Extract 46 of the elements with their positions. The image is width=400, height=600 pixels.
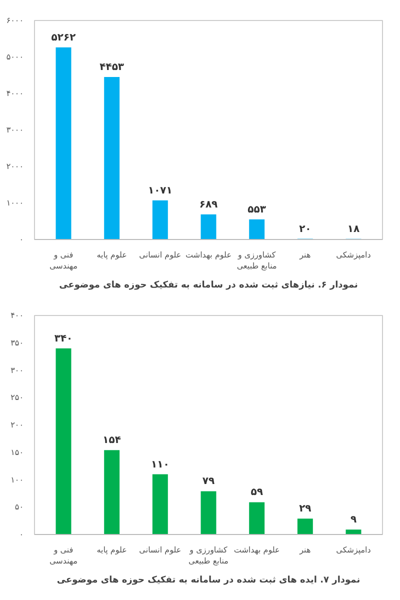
x-tick-label: کشاورزی و منابع طبیعی [188, 546, 228, 566]
data-label: ۲۹ [299, 504, 312, 515]
data-label: ۱۸ [347, 224, 360, 235]
x-tick-label: علوم بهداشت [234, 546, 280, 554]
y-tick-label: ۳۰۰ [10, 366, 24, 375]
y-tick-label: ۰ [19, 530, 24, 539]
y-tick-label: ۵۰ [14, 502, 24, 512]
x-tick-label: علوم پایه [96, 546, 127, 554]
x-tick-label: هنر [298, 546, 311, 554]
data-label: ۴۴۵۳ [100, 62, 124, 73]
x-tick-label: علوم انسانی [139, 250, 182, 260]
y-tick-label: ۱۵۰ [10, 448, 24, 457]
data-label: ۶۸۹ [199, 199, 218, 210]
y-tick-label: ۲۰۰ [10, 420, 24, 430]
x-tick-label: علوم بهداشت [186, 250, 232, 260]
data-label: ۳۴۰ [54, 333, 73, 344]
x-tick-label: علوم انسانی [139, 546, 182, 554]
data-label: ۷۹ [202, 476, 215, 488]
y-tick-label: ۶۰۰۰ [6, 16, 24, 25]
y-tick-label: ۱۰۰۰ [6, 198, 24, 208]
data-label: ۱۵۴ [102, 435, 121, 446]
y-tick-label: ۴۰۰ [10, 311, 24, 320]
x-tick-label: دامپزشکی [336, 250, 372, 260]
y-tick-label: ۲۵۰ [10, 393, 24, 402]
x-tick-label: دامپزشکی [336, 546, 372, 554]
x-tick-label: فنی و مهندسی [50, 546, 78, 566]
x-tick-label: هنر [298, 250, 311, 260]
data-label: ۵۲۶۲ [51, 32, 76, 44]
y-tick-label: ۲۰۰۰ [6, 162, 24, 171]
y-tick-label: ۳۵۰ [10, 338, 24, 348]
data-label: ۵۵۳ [248, 204, 266, 216]
data-label: ۱۱۰ [151, 459, 170, 470]
x-tick-label: علوم پایه [96, 250, 127, 260]
text: نمودار ۷. ایده های ثبت شده در سامانه به تفکیک حوزه های موضوعی [56, 576, 360, 586]
data-label: ۵۹ [250, 487, 263, 498]
text: نمودار ۶. نیازهای ثبت شده در سامانه به تفکیک حوزه های موضوعی [59, 280, 358, 290]
data-label: ۱۰۷۱ [148, 185, 172, 196]
x-tick-label: فنی و مهندسی [50, 250, 78, 270]
y-tick-label: ۰ [19, 235, 24, 244]
x-tick-label: کشاورزی و منابع طبیعی [236, 250, 277, 270]
y-tick-label: ۵۰۰۰ [6, 52, 24, 62]
y-tick-label: ۳۰۰۰ [6, 126, 24, 134]
y-tick-label: ۴۰۰۰ [6, 89, 24, 98]
data-label: ۲۰ [299, 224, 312, 235]
data-label: ۹ [350, 514, 357, 526]
y-tick-label: ۱۰۰ [10, 475, 24, 484]
